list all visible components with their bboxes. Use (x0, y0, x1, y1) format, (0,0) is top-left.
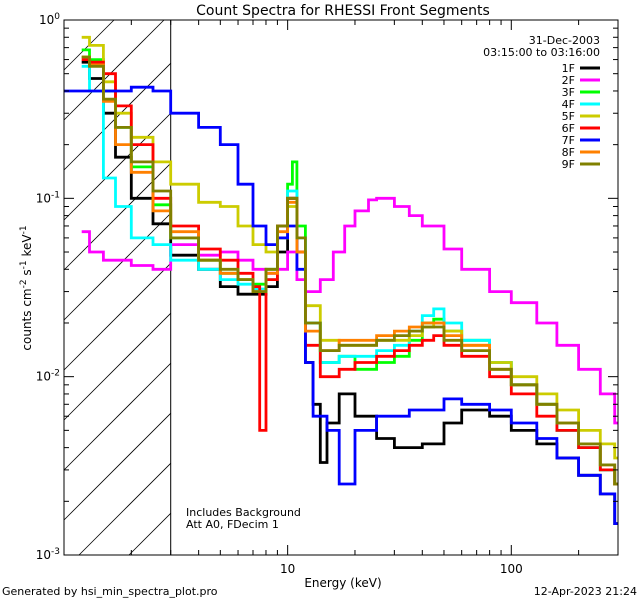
hatch-line (78, 463, 171, 556)
hatch-line (63, 413, 171, 521)
hatch-line (63, 113, 171, 221)
date-annotation: 31-Dec-2003 (529, 34, 600, 47)
hatch-line (63, 63, 171, 171)
legend-label-3F: 3F (562, 86, 575, 99)
hatch-line (63, 263, 171, 371)
hatch-lines (63, 19, 171, 556)
legend-label-2F: 2F (562, 74, 575, 87)
legend-label-9F: 9F (562, 158, 575, 171)
series-line-7F (64, 85, 618, 525)
series-line-3F (81, 48, 618, 486)
chart-title: Count Spectra for RHESSI Front Segments (196, 3, 490, 19)
x-axis-label: Energy (keV) (304, 576, 381, 590)
y-axis-label: counts cm-2 s-1 keV-1 (19, 225, 34, 350)
hatch-line (63, 213, 171, 321)
legend-label-5F: 5F (562, 110, 575, 123)
legend-label-6F: 6F (562, 122, 575, 135)
series-line-1F (81, 60, 618, 525)
hatch-line (63, 313, 171, 421)
legend-label-8F: 8F (562, 146, 575, 159)
generated-by-footer: Generated by hsi_min_spectra_plot.pro (2, 585, 218, 598)
y-tick-label: 10-1 (36, 190, 60, 205)
axes: 10 100 100 10-1 10-2 10-3 (36, 12, 619, 576)
plot-frame (63, 19, 619, 556)
legend-label-1F: 1F (562, 62, 575, 75)
time-range-annotation: 03:15:00 to 03:16:00 (483, 46, 600, 59)
timestamp-footer: 12-Apr-2023 21:24 (533, 585, 637, 598)
x-tick-label: 100 (500, 562, 523, 576)
attenuator-hatch-region (63, 19, 172, 556)
series-line-9F (81, 55, 618, 486)
series-line-2F (81, 196, 618, 425)
attenuator-note: Att A0, FDecim 1 (186, 518, 279, 531)
series-group (64, 35, 618, 525)
y-tick-label: 10-2 (36, 369, 60, 384)
hatch-line (63, 163, 171, 271)
y-tick-label: 100 (39, 12, 60, 27)
legend-label-4F: 4F (562, 98, 575, 111)
legend-label-7F: 7F (562, 134, 575, 147)
background-note: Includes Background (186, 506, 301, 519)
y-tick-label: 10-3 (36, 547, 60, 562)
hatch-line (63, 363, 171, 471)
hatch-line (63, 19, 165, 121)
hatch-line (128, 513, 171, 556)
x-tick-label: 10 (280, 562, 295, 576)
